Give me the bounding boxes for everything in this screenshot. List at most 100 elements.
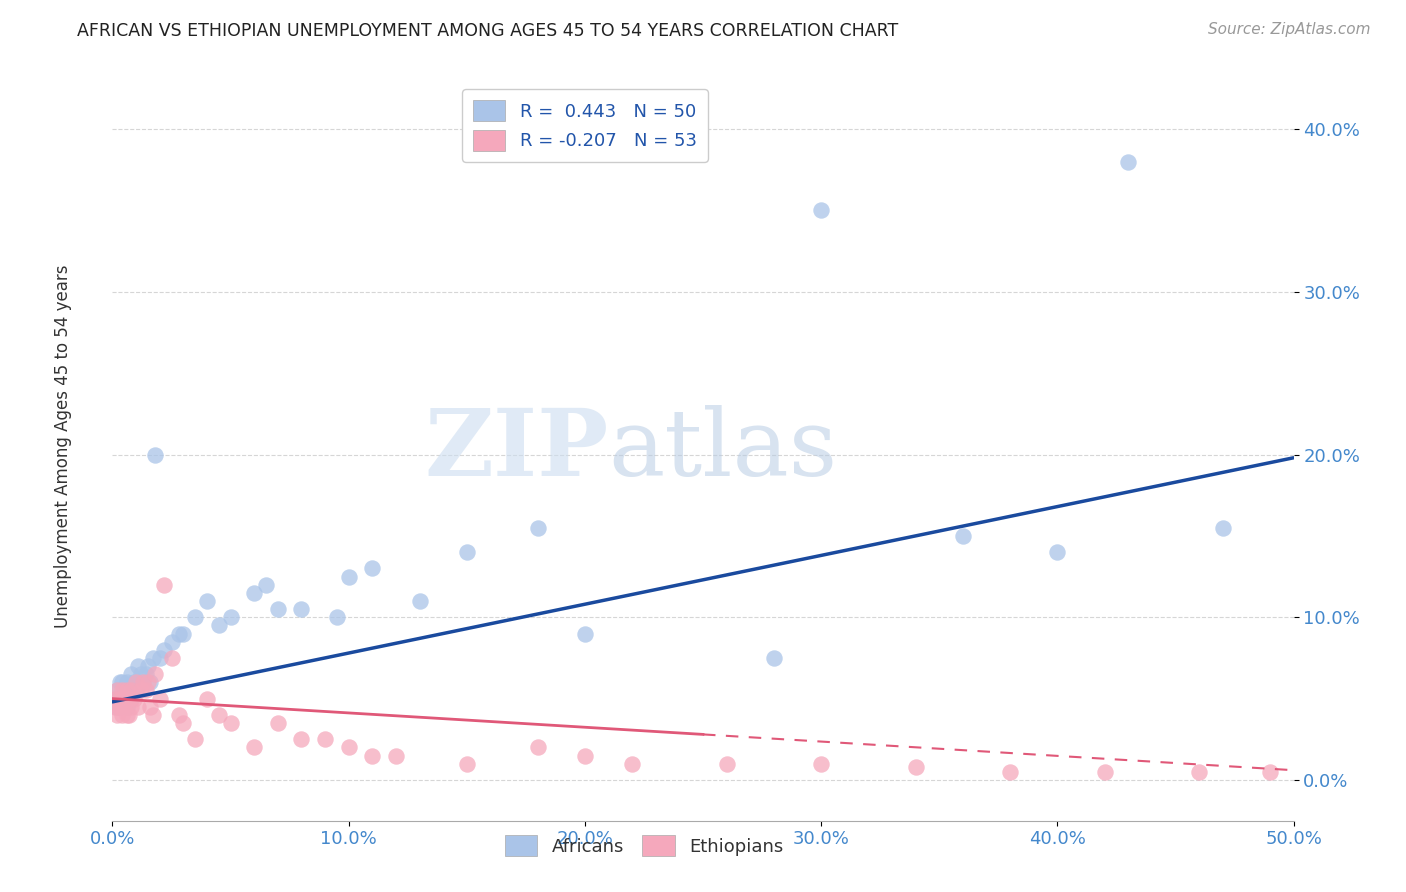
Point — [314, 732, 336, 747]
Point — [219, 610, 242, 624]
Point — [574, 626, 596, 640]
Point — [267, 602, 290, 616]
Point — [142, 707, 165, 722]
Point — [111, 683, 134, 698]
Point — [139, 699, 162, 714]
Point — [120, 691, 142, 706]
Point — [952, 529, 974, 543]
Point — [337, 740, 360, 755]
Point — [153, 642, 176, 657]
Point — [104, 691, 127, 706]
Point — [129, 683, 152, 698]
Point — [1212, 521, 1234, 535]
Point — [139, 675, 162, 690]
Point — [112, 691, 135, 706]
Point — [762, 651, 785, 665]
Point — [326, 610, 349, 624]
Point — [135, 683, 157, 698]
Point — [111, 691, 134, 706]
Point — [118, 691, 141, 706]
Point — [998, 764, 1021, 779]
Point — [243, 740, 266, 755]
Point — [574, 748, 596, 763]
Point — [243, 586, 266, 600]
Point — [195, 691, 218, 706]
Point — [149, 651, 172, 665]
Point — [153, 577, 176, 591]
Point — [115, 675, 138, 690]
Point — [127, 659, 149, 673]
Point — [115, 699, 138, 714]
Text: AFRICAN VS ETHIOPIAN UNEMPLOYMENT AMONG AGES 45 TO 54 YEARS CORRELATION CHART: AFRICAN VS ETHIOPIAN UNEMPLOYMENT AMONG … — [77, 22, 898, 40]
Point — [108, 699, 131, 714]
Point — [104, 691, 127, 706]
Point — [112, 683, 135, 698]
Point — [136, 659, 159, 673]
Point — [456, 756, 478, 771]
Point — [108, 675, 131, 690]
Point — [290, 732, 312, 747]
Point — [208, 707, 231, 722]
Point — [120, 667, 142, 681]
Text: Unemployment Among Ages 45 to 54 years: Unemployment Among Ages 45 to 54 years — [55, 264, 72, 628]
Point — [104, 699, 127, 714]
Text: atlas: atlas — [609, 406, 838, 495]
Point — [122, 691, 145, 706]
Point — [125, 683, 148, 698]
Point — [143, 448, 166, 462]
Point — [167, 626, 190, 640]
Point — [621, 756, 644, 771]
Text: Source: ZipAtlas.com: Source: ZipAtlas.com — [1208, 22, 1371, 37]
Point — [290, 602, 312, 616]
Point — [120, 683, 142, 698]
Point — [904, 760, 927, 774]
Point — [111, 707, 134, 722]
Point — [135, 667, 157, 681]
Text: ZIP: ZIP — [425, 406, 609, 495]
Point — [184, 732, 207, 747]
Point — [108, 699, 131, 714]
Point — [132, 675, 155, 690]
Point — [115, 683, 138, 698]
Point — [105, 707, 128, 722]
Point — [120, 699, 142, 714]
Point — [810, 756, 832, 771]
Point — [208, 618, 231, 632]
Point — [1094, 764, 1116, 779]
Point — [127, 699, 149, 714]
Point — [1116, 154, 1139, 169]
Point — [184, 610, 207, 624]
Point — [267, 716, 290, 731]
Point — [195, 594, 218, 608]
Point — [160, 651, 183, 665]
Point — [143, 667, 166, 681]
Point — [129, 667, 152, 681]
Point — [112, 699, 135, 714]
Point — [122, 675, 145, 690]
Point — [1258, 764, 1281, 779]
Point — [105, 683, 128, 698]
Point — [810, 203, 832, 218]
Point — [219, 716, 242, 731]
Point — [526, 740, 548, 755]
Point — [167, 707, 190, 722]
Point — [142, 651, 165, 665]
Point — [1188, 764, 1211, 779]
Point — [125, 675, 148, 690]
Point — [385, 748, 408, 763]
Point — [108, 691, 131, 706]
Point — [105, 699, 128, 714]
Point — [254, 577, 277, 591]
Point — [111, 675, 134, 690]
Point — [716, 756, 738, 771]
Point — [172, 626, 194, 640]
Point — [118, 683, 141, 698]
Point — [118, 707, 141, 722]
Point — [361, 748, 384, 763]
Legend: Africans, Ethiopians: Africans, Ethiopians — [498, 828, 790, 863]
Point — [105, 683, 128, 698]
Point — [115, 707, 138, 722]
Point — [526, 521, 548, 535]
Point — [160, 634, 183, 648]
Point — [136, 675, 159, 690]
